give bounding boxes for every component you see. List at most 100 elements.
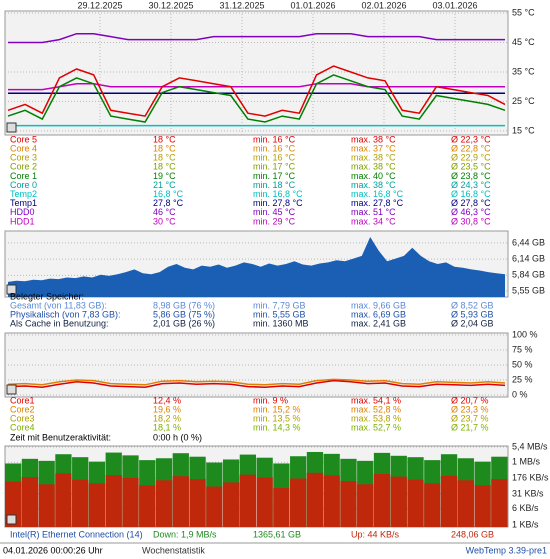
table-cell: max. 52,7 % — [351, 422, 401, 432]
y-tick-label: 0 % — [512, 389, 528, 399]
traffic-bar — [424, 483, 441, 527]
traffic-bar — [457, 480, 474, 527]
traffic-bar — [440, 475, 458, 527]
traffic-bar — [189, 479, 206, 527]
table-cell: min. 13,5 % — [253, 413, 301, 423]
table-cell: min. 1360 MB — [253, 318, 309, 328]
traffic-bar — [474, 485, 491, 527]
y-tick-label: 6 KB/s — [512, 503, 539, 513]
series-line — [8, 83, 505, 91]
table-cell: Ø 24,3 °C — [451, 180, 491, 190]
y-tick-label: 5,55 GB — [512, 285, 545, 295]
timestamp: 04.01.2026 00:00:26 Uhr — [3, 545, 103, 555]
table-cell: min. 18 °C — [253, 180, 296, 190]
table-cell: 2,01 GB (26 %) — [153, 318, 215, 328]
plot-area — [4, 10, 509, 136]
table-cell: min. 5,55 GB — [253, 309, 306, 319]
series-line — [7, 65, 506, 117]
stats-link[interactable]: Wochenstatistik — [142, 545, 205, 555]
traffic-bar — [139, 485, 156, 527]
y-tick-label: 176 KB/s — [512, 473, 549, 483]
traffic-bar — [357, 484, 374, 527]
table-cell: min. 16 °C — [253, 143, 296, 153]
table-cell: min. 14,3 % — [253, 422, 301, 432]
y-tick-label: 25 °C — [512, 96, 535, 106]
y-tick-label: 50 % — [512, 359, 533, 369]
table-cell: max. 34 °C — [351, 216, 396, 226]
x-tick-label: 02.01.2026 — [361, 0, 406, 10]
table-cell: Core 3 — [10, 153, 37, 163]
table-cell: Ø 23,8 °C — [451, 171, 491, 181]
table-cell: min. 45 °C — [253, 207, 296, 217]
network-cell: Down: 1,9 MB/s — [153, 529, 217, 539]
table-cell: 46 °C — [153, 207, 176, 217]
traffic-bar — [407, 479, 424, 527]
table-cell: 19 °C — [153, 171, 176, 181]
table-cell: max. 51 °C — [351, 207, 396, 217]
traffic-bar — [38, 484, 55, 527]
traffic-bar — [491, 479, 508, 527]
y-tick-label: 5,84 GB — [512, 270, 545, 280]
table-cell: Temp1 — [10, 198, 37, 208]
traffic-bar — [21, 477, 39, 527]
table-cell: min. 9 % — [253, 395, 288, 405]
sensor-icon — [6, 284, 17, 295]
traffic-bar — [273, 487, 290, 527]
table-cell: 18,2 % — [153, 413, 181, 423]
x-tick-label: 29.12.2025 — [77, 0, 122, 10]
table-cell: 18 °C — [153, 134, 176, 144]
table-cell: 8,98 GB (76 %) — [153, 300, 215, 310]
table-cell: Ø 5,93 GB — [451, 309, 494, 319]
table-cell: Ø 22,8 °C — [451, 143, 491, 153]
table-cell: max. 54,1 % — [351, 395, 401, 405]
network-cell: Intel(R) Ethernet Connection (14) — [10, 529, 143, 539]
table-cell: Ø 22,9 °C — [451, 153, 491, 163]
table-cell: Ø 23,5 °C — [451, 162, 491, 172]
table-cell: Core 4 — [10, 143, 37, 153]
y-tick-label: 75 % — [512, 344, 533, 354]
table-cell: max. 37 °C — [351, 143, 396, 153]
activity-value: 0:00 h (0 %) — [153, 432, 202, 442]
y-tick-label: 6,14 GB — [512, 254, 545, 264]
table-cell: 18,1 % — [153, 422, 181, 432]
x-tick-label: 30.12.2025 — [148, 0, 193, 10]
table-cell: HDD0 — [10, 207, 35, 217]
table-cell: min. 29 °C — [253, 216, 296, 226]
traffic-bar — [340, 480, 357, 527]
table-cell: max. 38 °C — [351, 180, 396, 190]
series-line — [7, 74, 506, 123]
table-cell: Core3 — [10, 413, 35, 423]
traffic-bar — [222, 482, 240, 527]
traffic-bar — [256, 477, 273, 527]
table-cell: Physikalisch (von 7,83 GB): — [10, 309, 121, 319]
traffic-bar — [239, 474, 256, 527]
table-cell: Ø 30,8 °C — [451, 216, 491, 226]
table-cell: Core 1 — [10, 171, 37, 181]
table-cell: Als Cache in Benutzung: — [10, 318, 109, 328]
table-cell: 18 °C — [153, 143, 176, 153]
table-cell: Core2 — [10, 404, 35, 414]
version[interactable]: WebTemp 3.39-pre1 — [466, 545, 547, 555]
table-cell: max. 53,8 % — [351, 413, 401, 423]
table-cell: 19,6 % — [153, 404, 181, 414]
traffic-bar — [172, 476, 189, 527]
table-cell: Ø 20,7 % — [451, 395, 489, 405]
y-tick-label: 55 °C — [512, 7, 535, 17]
table-cell: Ø 46,3 °C — [451, 207, 491, 217]
table-cell: Temp2 — [10, 189, 37, 199]
table-cell: Ø 21,7 % — [451, 422, 489, 432]
table-cell: HDD1 — [10, 216, 35, 226]
series-line — [7, 378, 506, 386]
table-cell: Ø 16,8 °C — [451, 189, 491, 199]
traffic-bar — [206, 486, 223, 527]
table-cell: 21 °C — [153, 180, 176, 190]
table-cell: min. 17 °C — [253, 171, 296, 181]
traffic-bar — [373, 474, 391, 527]
table-cell: min. 16 °C — [253, 153, 296, 163]
y-tick-label: 35 °C — [512, 66, 535, 76]
y-tick-label: 1 KB/s — [512, 519, 539, 529]
table-cell: min. 27,8 °C — [253, 198, 303, 208]
traffic-bar — [72, 479, 89, 527]
network-cell: 248,06 GB — [451, 529, 494, 539]
